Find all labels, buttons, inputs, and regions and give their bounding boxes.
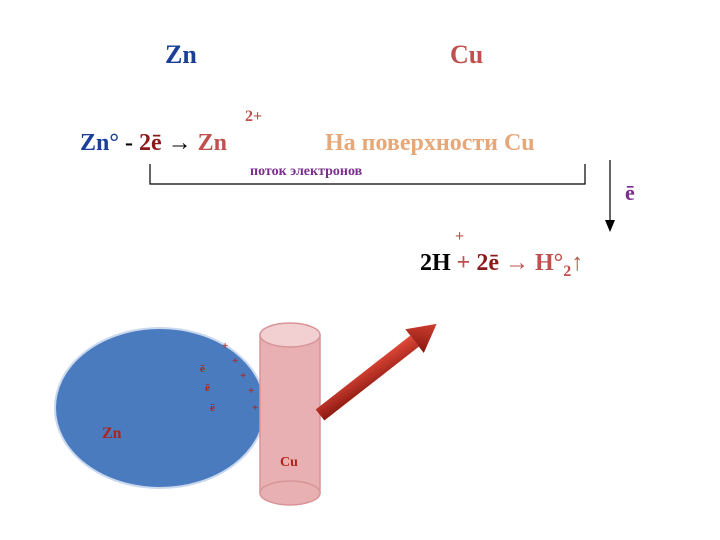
arrow-1: →: [162, 130, 198, 156]
cu-surface-text: На поверхности Cu: [325, 130, 535, 157]
particle-plus-1: +: [222, 340, 228, 352]
p2: +: [232, 355, 238, 367]
h-product: H°: [535, 250, 563, 276]
particle-e-2: ē: [205, 382, 210, 394]
zn-zero: Zn°: [80, 130, 119, 156]
zn-ion-charge: 2+: [245, 108, 262, 126]
particle-plus-4: +: [248, 385, 254, 397]
pe3: ē: [210, 402, 215, 414]
cu-title: Cu: [450, 40, 483, 70]
plus-1: +: [451, 250, 477, 276]
p5: +: [252, 402, 258, 414]
cu-shape-label: Cu: [280, 455, 298, 471]
electron-flow-text: поток электронов: [250, 164, 362, 179]
dash: -: [119, 130, 139, 156]
zn-title-text: Zn: [165, 40, 197, 69]
two-e-1: 2ē: [139, 130, 162, 156]
zn-shape: [50, 320, 270, 495]
e-symbol-right: ē: [625, 180, 635, 206]
particle-plus-3: +: [240, 370, 246, 382]
e-symbol-right-text: ē: [625, 180, 635, 205]
red-arrow: [300, 280, 460, 430]
two-h: 2H: [420, 250, 451, 276]
two-e-2: 2ē: [476, 250, 499, 276]
h-charge-super: +: [455, 228, 464, 246]
zn-equation: Zn° - 2ē → Zn: [80, 130, 227, 157]
p4: +: [248, 385, 254, 397]
h-charge-text: +: [455, 228, 464, 245]
p1: +: [222, 340, 228, 352]
particle-plus-5: +: [252, 402, 258, 414]
particle-plus-2: +: [232, 355, 238, 367]
zn-shape-label-text: Zn: [102, 425, 122, 442]
zn-title: Zn: [165, 40, 197, 70]
arrow-2: →: [499, 250, 535, 276]
cu-shape-label-text: Cu: [280, 455, 298, 470]
up-arrow: ↑: [571, 250, 583, 276]
p3: +: [240, 370, 246, 382]
cu-title-text: Cu: [450, 40, 483, 69]
h-equation: 2H + 2ē → H°2↑: [420, 250, 583, 281]
pe1: ē: [200, 363, 205, 375]
zn-ion-charge-text: 2+: [245, 108, 262, 125]
electron-flow-label: поток электронов: [250, 164, 362, 180]
cu-surface-label: На поверхности Cu: [325, 130, 535, 156]
zn-ion: Zn: [198, 130, 227, 156]
zn-shape-label: Zn: [102, 425, 122, 443]
pe2: ē: [205, 382, 210, 394]
particle-e-3: ē: [210, 402, 215, 414]
particle-e-1: ē: [200, 363, 205, 375]
